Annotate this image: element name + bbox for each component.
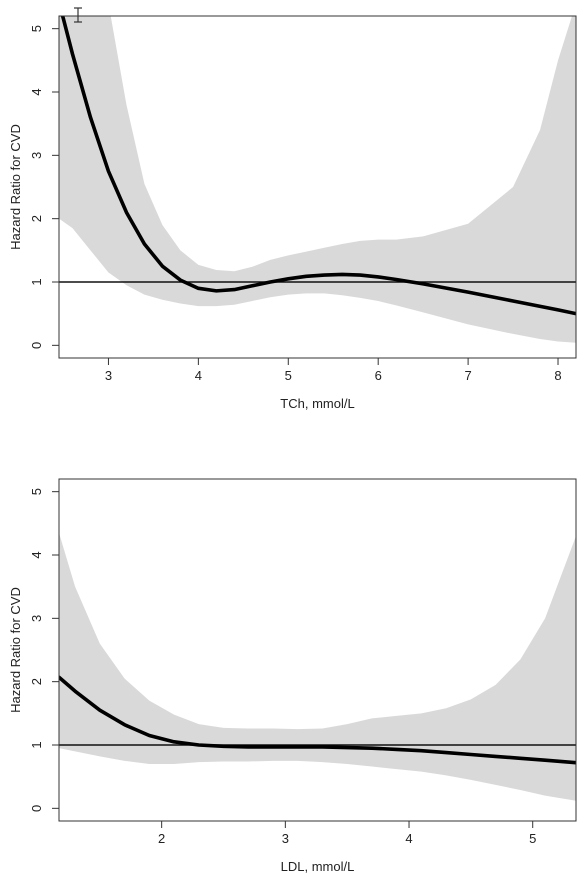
y-tick-label: 3 bbox=[29, 152, 44, 159]
y-tick-label: 4 bbox=[29, 88, 44, 95]
ldl-hazard-ratio-panel: 2 3 4 5 0 1 2 3 4 5 LDL, mmol/L Hazard Ratio for CV… bbox=[8, 478, 577, 874]
y-tick-label: 4 bbox=[29, 551, 44, 558]
y-tick-label: 2 bbox=[29, 678, 44, 685]
y-axis-title: Hazard Ratio for CVD bbox=[8, 124, 23, 250]
y-tick-label: 2 bbox=[29, 215, 44, 222]
plot-frame bbox=[58, 15, 577, 359]
hazard-ratio-curve bbox=[60, 16, 576, 316]
y-tick-label: 5 bbox=[29, 25, 44, 32]
y-tick-label: 1 bbox=[29, 278, 44, 285]
x-tick-label: 5 bbox=[285, 368, 292, 383]
x-tick-label: 8 bbox=[554, 368, 561, 383]
x-tick-label: 2 bbox=[158, 831, 165, 846]
x-tick-label: 3 bbox=[105, 368, 112, 383]
x-axis-title: TCh, mmol/L bbox=[280, 396, 354, 411]
y-axis-title: Hazard Ratio for CVD bbox=[8, 587, 23, 713]
text-cursor-icon bbox=[74, 7, 82, 23]
x-tick-label: 6 bbox=[375, 368, 382, 383]
hazard-ratio-curve bbox=[59, 675, 576, 765]
confidence-band bbox=[59, 16, 576, 343]
y-tick-label: 1 bbox=[29, 741, 44, 748]
y-tick-label: 5 bbox=[29, 488, 44, 495]
x-tick-label: 3 bbox=[282, 831, 289, 846]
x-tick-label: 4 bbox=[405, 831, 412, 846]
x-tick-label: 4 bbox=[195, 368, 202, 383]
plot-frame bbox=[58, 478, 577, 822]
y-tick-label: 0 bbox=[29, 805, 44, 812]
y-tick-label: 0 bbox=[29, 342, 44, 349]
y-tick-label: 3 bbox=[29, 615, 44, 622]
confidence-band bbox=[59, 532, 576, 801]
x-axis-title: LDL, mmol/L bbox=[281, 859, 355, 874]
x-tick-label: 7 bbox=[464, 368, 471, 383]
tch-hazard-ratio-panel: 3 4 5 6 7 8 0 1 2 3 4 5 TCh, mmol/L Hazard Ratio for … bbox=[8, 15, 577, 411]
x-tick-label: 5 bbox=[529, 831, 536, 846]
